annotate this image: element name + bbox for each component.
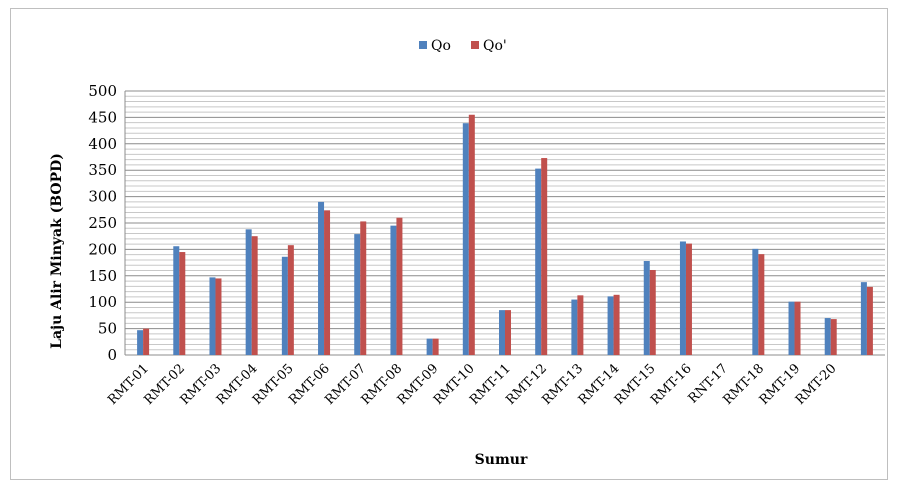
- bar-qo-rmt-12: [535, 168, 542, 355]
- bar-qo-rmt-09: [426, 338, 433, 355]
- bar-qo-prime-rmt-16: [685, 243, 692, 355]
- bar-qo-prime-rmt-04: [251, 236, 258, 355]
- x-tick-label: RMT-20: [793, 361, 840, 408]
- bar-chart: 050100150200250300350400450500RMT-01RMT-…: [49, 38, 885, 468]
- bar-qo-prime-rmt-01: [143, 328, 150, 355]
- y-tick-label: 450: [88, 108, 117, 126]
- bar-qo-prime-rmt-08: [396, 217, 403, 355]
- bar-qo-rmt-08: [390, 225, 397, 355]
- bar-qo-prime-rmt-18: [758, 254, 765, 355]
- bar-qo-prime-rmt-10: [468, 114, 475, 355]
- bar-qo-rmt-15: [643, 261, 650, 355]
- bar-qo-prime-rmt-14: [613, 294, 620, 355]
- bar-qo-prime-rmt-03: [215, 278, 222, 355]
- bar-qo-rmt-18: [752, 248, 759, 355]
- bar-qo-prime-rmt-02: [179, 252, 186, 355]
- legend-label-qo-prime: Qo': [483, 38, 507, 54]
- bar-qo-rmt-11: [499, 310, 505, 355]
- chart-frame: 0 50 100 150 200 250 300 350 400 450 500 RMT-01 RMT-…: [10, 8, 888, 480]
- legend: Qo Qo': [419, 38, 507, 54]
- bar-qo-rmt-10: [462, 123, 469, 355]
- bar-qo-prime-rmt-11: [505, 310, 511, 355]
- y-tick-label: 400: [88, 135, 117, 153]
- bar-qo-prime-rmt-06: [324, 210, 331, 355]
- bar-qo-rmt-03: [209, 277, 216, 355]
- bar-qo-rmt-01: [137, 330, 144, 355]
- legend-swatch-qo-prime: [471, 41, 479, 49]
- bar-qo-rmt-14: [607, 296, 614, 355]
- bar-qo-prime-rmt-13: [577, 295, 584, 355]
- y-tick-label: 300: [88, 188, 117, 206]
- bar-qo-prime-rmt-15: [649, 269, 656, 355]
- bar-qo-rmt-07: [354, 234, 361, 355]
- bar-qo-rmt-13: [571, 299, 578, 355]
- bar-qo-prime-rmt-12: [541, 158, 548, 355]
- bar-qo-prime-rmt-20: [830, 319, 837, 355]
- y-axis-title: Laju Alir Minyak (BOPD): [49, 153, 65, 349]
- y-tick-label: 250: [88, 214, 117, 232]
- legend-swatch-qo: [419, 41, 427, 49]
- bar-qo-rmt-05: [281, 256, 288, 355]
- bar-qo-prime-rmt-09: [432, 338, 439, 355]
- legend-label-qo: Qo: [431, 38, 451, 54]
- y-tick-label: 100: [88, 293, 117, 311]
- bar-qo-prime-extra: [866, 286, 873, 355]
- y-tick-label: 500: [88, 82, 117, 100]
- bar-qo-prime-rmt-19: [794, 301, 801, 355]
- y-tick-label: 350: [88, 161, 117, 179]
- bar-qo-prime-rmt-07: [360, 221, 367, 355]
- y-tick-label: 200: [88, 240, 117, 258]
- y-tick-label: 150: [88, 267, 117, 285]
- bar-qo-rmt-16: [679, 241, 686, 355]
- bar-qo-rmt-06: [318, 201, 325, 355]
- bar-qo-rmt-04: [245, 229, 252, 355]
- y-tick-label: 50: [98, 320, 117, 338]
- bar-qo-prime-rmt-05: [287, 245, 294, 355]
- bar-qo-extra: [860, 282, 867, 355]
- bar-qo-rmt-19: [788, 301, 795, 355]
- y-tick-label: 0: [107, 346, 117, 364]
- bar-qo-rmt-20: [824, 318, 831, 355]
- x-tick-label: RMT-16: [648, 361, 695, 408]
- bar-qo-rmt-02: [173, 246, 180, 355]
- bars-layer: [137, 114, 873, 355]
- x-axis-title: Sumur: [475, 452, 528, 468]
